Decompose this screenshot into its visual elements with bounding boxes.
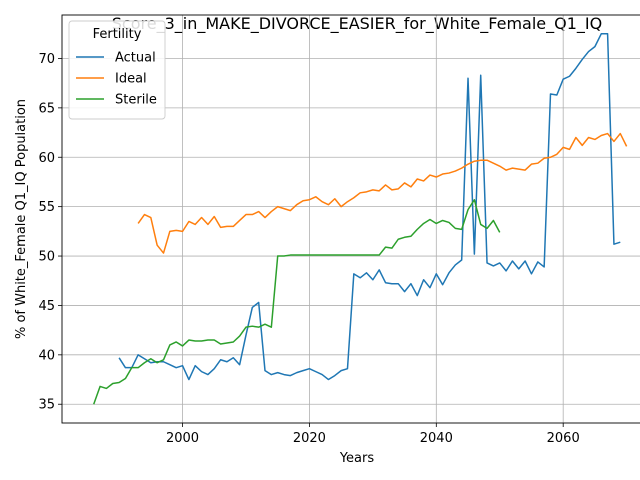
legend-label-actual: Actual (115, 51, 156, 66)
x-axis-label: Years (339, 451, 375, 466)
y-tick-label: 40 (38, 348, 55, 363)
x-tick-label: 2000 (166, 431, 199, 446)
legend-title: Fertility (93, 27, 142, 42)
y-tick-label: 60 (38, 151, 55, 166)
x-tick-label: 2060 (547, 431, 580, 446)
y-tick-label: 50 (38, 250, 55, 265)
series-line-sterile (93, 198, 501, 405)
legend: Fertility Actual Ideal Sterile (68, 20, 166, 120)
chart-title: Score_3_in_MAKE_DIVORCE_EASIER_for_White… (112, 14, 602, 34)
y-tick-label: 35 (38, 398, 55, 413)
series-line-ideal (137, 132, 628, 254)
y-tick-label: 65 (38, 101, 55, 116)
legend-box (68, 20, 166, 120)
y-axis: 35 40 45 50 55 60 65 70 (38, 52, 62, 413)
y-axis-label: % of White_Female Q1_IQ Population (14, 99, 29, 339)
x-tick-label: 2020 (293, 431, 326, 446)
plot-frame (61, 14, 640, 424)
y-tick-label: 55 (38, 200, 55, 215)
legend-label-ideal: Ideal (115, 72, 147, 87)
series-layer (93, 33, 628, 405)
legend-label-sterile: Sterile (115, 93, 157, 108)
x-axis: 2000 2020 2040 2060 (166, 423, 580, 446)
y-tick-label: 45 (38, 299, 55, 314)
series-line-actual (118, 33, 621, 381)
x-tick-label: 2040 (420, 431, 453, 446)
y-tick-label: 70 (38, 52, 55, 67)
